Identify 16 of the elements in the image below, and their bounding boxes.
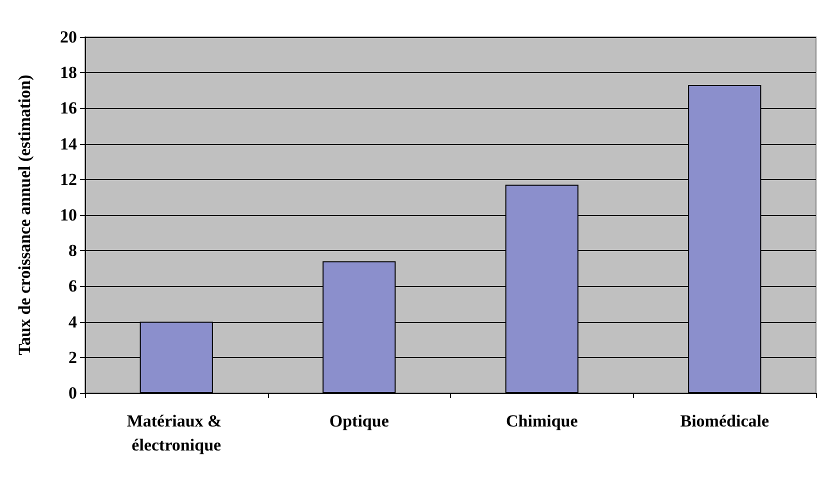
y-tick-label: 2 (68, 348, 77, 367)
y-tick-label: 4 (68, 312, 78, 332)
y-tick-label: 12 (60, 170, 77, 189)
y-tick-label: 0 (68, 384, 77, 402)
x-tick-label: Matériaux & électronique (126, 412, 226, 454)
x-tick-label: Optique (329, 412, 390, 430)
y-tick-label: 18 (60, 63, 77, 82)
y-tick-label: 14 (60, 134, 78, 154)
y-tick-label: 16 (60, 98, 77, 118)
y-tick-label: 10 (60, 206, 77, 224)
y-tick-label: 20 (60, 28, 77, 46)
x-tick-label: Biomédicale (680, 412, 770, 430)
y-tick-label: 8 (68, 241, 77, 260)
y-tick-label: 6 (68, 276, 77, 296)
x-tick-label: Chimique (506, 412, 578, 430)
y-axis-title: Taux de croissance annuel (estimation) (15, 74, 34, 356)
